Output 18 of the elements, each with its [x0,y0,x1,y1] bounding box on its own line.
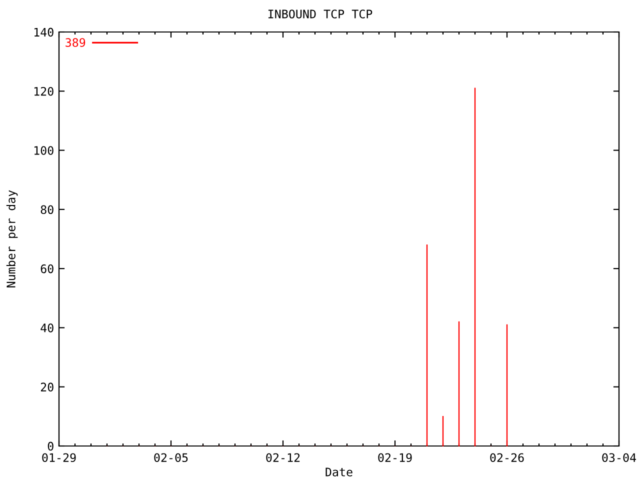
x-tick-label: 03-04 [602,453,636,462]
legend-label: 389 [66,38,86,47]
x-tick-label: 02-19 [378,453,412,462]
x-tick-label: 02-05 [154,453,188,462]
y-tick-label: 40 [40,324,54,332]
x-axis-title: Date [326,468,352,476]
y-tick-label: 140 [34,28,54,37]
y-tick-label: 20 [40,382,54,392]
y-tick-label: 120 [34,86,54,96]
x-tick-label: 01-29 [42,453,76,462]
x-tick-label: 02-12 [266,453,300,462]
y-tick-label: 100 [34,146,54,155]
y-tick-label: 60 [40,264,54,274]
y-axis-title: Number per day [6,190,18,288]
y-tick-label: 0 [48,442,54,451]
chart-title: INBOUND TCP TCP [268,10,372,18]
y-tick-label: 80 [40,205,54,214]
x-tick-label: 02-26 [490,453,524,462]
